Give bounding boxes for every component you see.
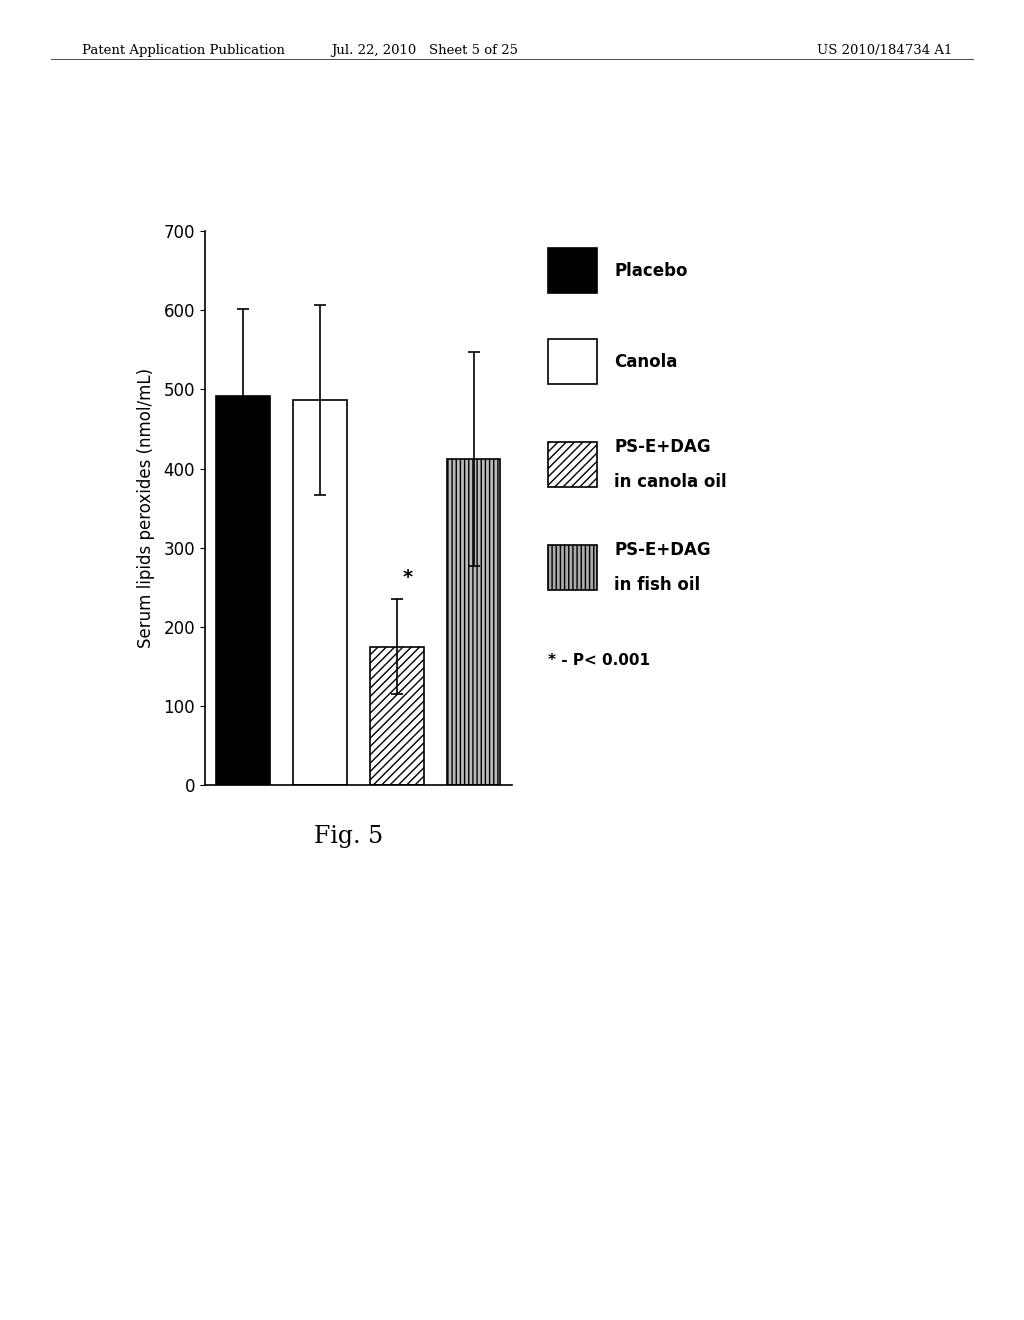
Text: in canola oil: in canola oil — [614, 473, 727, 491]
Y-axis label: Serum lipids peroxides (nmol/mL): Serum lipids peroxides (nmol/mL) — [137, 368, 155, 648]
Text: Fig. 5: Fig. 5 — [313, 825, 383, 847]
Text: * - P< 0.001: * - P< 0.001 — [548, 653, 650, 668]
Bar — [370, 647, 424, 785]
Text: PS-E+DAG: PS-E+DAG — [614, 438, 711, 457]
Text: *: * — [403, 569, 413, 587]
Text: in fish oil: in fish oil — [614, 576, 700, 594]
Text: Patent Application Publication: Patent Application Publication — [82, 44, 285, 57]
Text: Canola: Canola — [614, 352, 678, 371]
Text: Placebo: Placebo — [614, 261, 688, 280]
Bar — [293, 400, 347, 785]
Text: PS-E+DAG: PS-E+DAG — [614, 541, 711, 560]
Text: Jul. 22, 2010   Sheet 5 of 25: Jul. 22, 2010 Sheet 5 of 25 — [332, 44, 518, 57]
Bar — [216, 396, 270, 785]
Bar — [446, 459, 501, 785]
Text: US 2010/184734 A1: US 2010/184734 A1 — [817, 44, 952, 57]
